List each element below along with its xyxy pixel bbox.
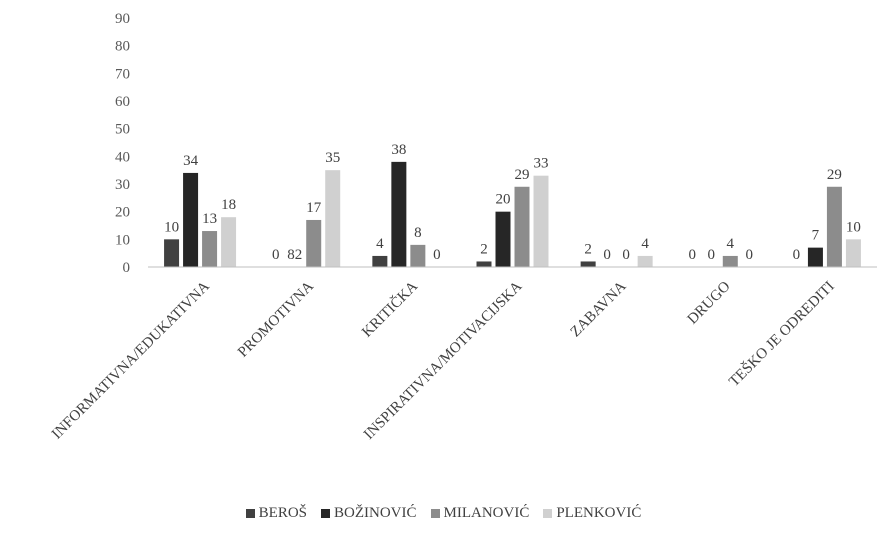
data-label: 7 (812, 228, 820, 244)
data-label: 0 (746, 247, 754, 263)
legend-item: PLENKOVIĆ (543, 505, 641, 522)
bar (410, 244, 426, 267)
y-tick-label: 70 (115, 66, 130, 82)
bar (202, 231, 218, 267)
data-label: 13 (202, 211, 217, 227)
category-label: KRITIČKA (358, 278, 421, 341)
data-label: 18 (221, 197, 236, 213)
y-tick-label: 30 (115, 177, 130, 193)
data-label: 0 (622, 247, 630, 263)
bar (183, 172, 199, 267)
bar (533, 175, 549, 267)
data-label: 0 (603, 247, 611, 263)
data-label: 4 (641, 236, 649, 252)
legend-swatch (430, 509, 440, 518)
legend-label: BEROŠ (258, 505, 308, 521)
data-label: 2 (584, 241, 592, 257)
legend: BEROŠ BOŽINOVIĆ MILANOVIĆ PLENKOVIĆ (0, 505, 887, 522)
category-label: DRUGO (685, 278, 734, 327)
legend-swatch (543, 509, 553, 518)
data-label: 10 (164, 219, 179, 235)
data-label: 0 (272, 247, 280, 263)
data-label: 10 (846, 219, 861, 235)
bar (391, 161, 407, 267)
y-tick-label: 90 (115, 11, 130, 27)
data-label: 35 (325, 150, 340, 166)
y-tick-label: 0 (123, 260, 131, 276)
data-label: 8 (414, 225, 422, 241)
data-label: 0 (689, 247, 697, 263)
y-tick-label: 10 (115, 232, 130, 248)
category-label: PROMOTIVNA (235, 278, 317, 360)
category-label: TEŠKO JE ODREDITI (726, 278, 838, 390)
bar (476, 261, 492, 267)
bar (580, 261, 596, 267)
y-tick-label: 50 (115, 122, 130, 138)
legend-item: MILANOVIĆ (430, 505, 530, 522)
data-label: 38 (391, 142, 406, 158)
bars (164, 161, 861, 267)
bar (826, 186, 842, 267)
bar (722, 255, 738, 267)
data-label: 34 (183, 153, 199, 169)
bar (637, 255, 653, 267)
data-label: 82 (287, 247, 302, 263)
data-label: 0 (433, 247, 441, 263)
bar (495, 211, 511, 267)
y-tick-label: 20 (115, 205, 130, 221)
legend-label: BOŽINOVIĆ (334, 505, 417, 521)
bar (164, 239, 180, 267)
legend-swatch (321, 509, 331, 518)
data-label: 29 (515, 167, 530, 183)
bar (325, 170, 341, 267)
data-label: 0 (708, 247, 716, 263)
bar (514, 186, 530, 267)
data-label: 20 (496, 192, 511, 208)
bar (807, 247, 823, 267)
category-label: INFORMATIVNA/EDUKATIVNA (49, 278, 213, 442)
category-labels: INFORMATIVNA/EDUKATIVNA PROMOTIVNA KRITIČK… (49, 278, 838, 443)
data-label: 2 (480, 241, 488, 257)
legend-swatch (245, 509, 255, 518)
legend-item: BEROŠ (245, 505, 308, 522)
y-tick-label: 80 (115, 39, 130, 55)
bar (845, 239, 861, 267)
legend-label: MILANOVIĆ (443, 505, 530, 521)
bar (372, 255, 388, 267)
data-label: 29 (827, 167, 842, 183)
data-label: 0 (793, 247, 801, 263)
y-tick-label: 40 (115, 149, 130, 165)
category-label: ZABAVNA (568, 278, 630, 340)
y-tick-label: 60 (115, 94, 130, 110)
bar (221, 217, 237, 267)
legend-label: PLENKOVIĆ (556, 505, 642, 521)
data-label: 4 (376, 236, 384, 252)
data-label: 4 (727, 236, 735, 252)
data-label: 17 (306, 200, 322, 216)
y-axis: 0 10 20 30 40 50 60 70 80 90 (115, 11, 130, 276)
bar (306, 219, 322, 267)
legend-item: BOŽINOVIĆ (321, 505, 417, 522)
data-label: 33 (534, 156, 549, 172)
